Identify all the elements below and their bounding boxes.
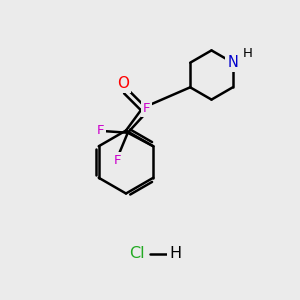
Text: H: H [169,246,181,261]
Text: F: F [113,154,121,167]
Text: F: F [143,102,150,115]
Text: N: N [227,55,238,70]
Text: F: F [96,124,104,137]
Text: H: H [243,47,253,60]
Text: O: O [117,76,129,91]
Text: Cl: Cl [129,246,144,261]
